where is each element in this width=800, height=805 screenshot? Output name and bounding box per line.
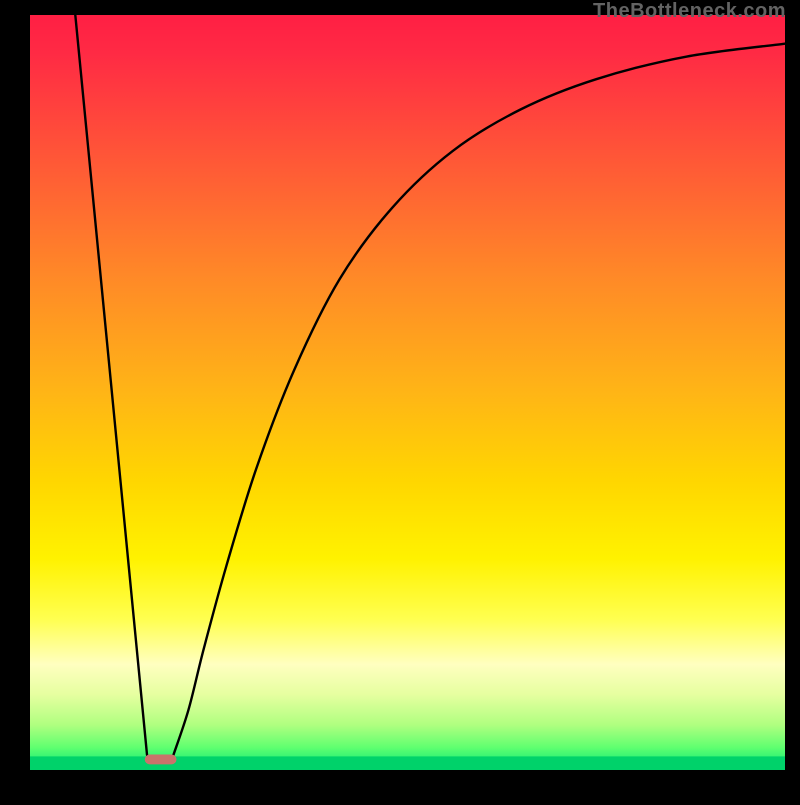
bottleneck-marker bbox=[145, 755, 177, 765]
plot-background bbox=[30, 15, 785, 770]
bottom-band bbox=[30, 756, 785, 770]
watermark-text: TheBottleneck.com bbox=[593, 0, 786, 23]
bottleneck-curve-chart bbox=[0, 0, 800, 800]
